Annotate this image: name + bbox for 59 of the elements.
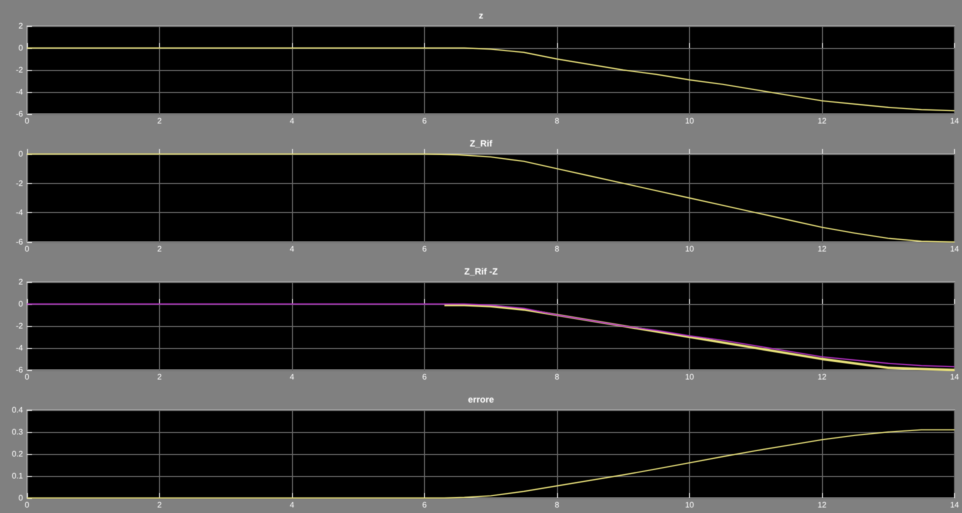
x-tick-label: 10 [685,244,695,254]
x-tick-label: 10 [685,500,695,510]
y-tick-label: 2 [18,22,24,30]
line-series [26,47,956,112]
x-tick-label: 6 [422,500,428,510]
x-tick-label: 8 [554,244,560,254]
y-tick-label: -2 [16,66,24,74]
y-tick-label: -6 [16,366,24,374]
x-tick-label: 8 [554,500,560,510]
y-tick-label: -2 [16,322,24,330]
x-tick-label: 4 [290,372,295,382]
x-tick-label: 4 [290,244,295,254]
x-tick-label: 0 [24,500,30,510]
y-tick-label: 0.4 [12,406,24,414]
y-tick-label: -4 [16,88,24,96]
x-tick-label: 0 [24,372,30,382]
x-tick-label: 2 [157,500,162,510]
chart-title: errore [468,394,494,404]
x-tick-label: 14 [950,372,960,382]
x-tick-label: 2 [157,372,162,382]
x-tick-label: 0 [24,244,30,254]
y-tick-label: 2 [18,278,24,286]
chart-title: Z_Rif [470,138,494,148]
x-tick-label: 2 [157,244,162,254]
y-tick-label: 0.1 [12,472,24,480]
x-tick-label: 8 [554,372,560,382]
x-tick-label: 12 [818,372,828,382]
line-series [443,304,956,372]
y-tick-label: -4 [16,208,24,218]
x-tick-label: 12 [818,500,828,510]
x-tick-label: 12 [818,244,828,254]
y-tick-label: 0 [18,44,24,52]
x-tick-label: 8 [554,116,560,126]
x-tick-label: 4 [290,500,295,510]
chart-title: Z_Rif -Z [464,266,498,276]
x-tick-label: 6 [422,116,428,126]
y-tick-label: -4 [16,344,24,352]
x-tick-label: 14 [950,116,960,126]
y-tick-label: -2 [16,178,24,188]
y-tick-label: -6 [16,238,24,246]
x-tick-label: 14 [950,244,960,254]
x-tick-label: 10 [685,116,695,126]
y-tick-label: 0.2 [12,450,24,458]
line-series [26,303,956,368]
y-tick-label: 0 [18,300,24,308]
y-tick-label: -6 [16,110,24,118]
x-tick-label: 6 [422,244,428,254]
y-tick-label: 0 [18,494,24,502]
x-tick-label: 12 [818,116,828,126]
x-tick-label: 0 [24,116,30,126]
x-tick-label: 4 [290,116,295,126]
line-series [26,153,956,243]
x-tick-label: 6 [422,372,428,382]
y-tick-label: 0.3 [12,428,24,436]
chart-title: z [478,10,484,20]
x-tick-label: 2 [157,116,162,126]
x-tick-label: 10 [685,372,695,382]
y-tick-label: 0 [18,150,24,158]
x-tick-label: 14 [950,500,960,510]
